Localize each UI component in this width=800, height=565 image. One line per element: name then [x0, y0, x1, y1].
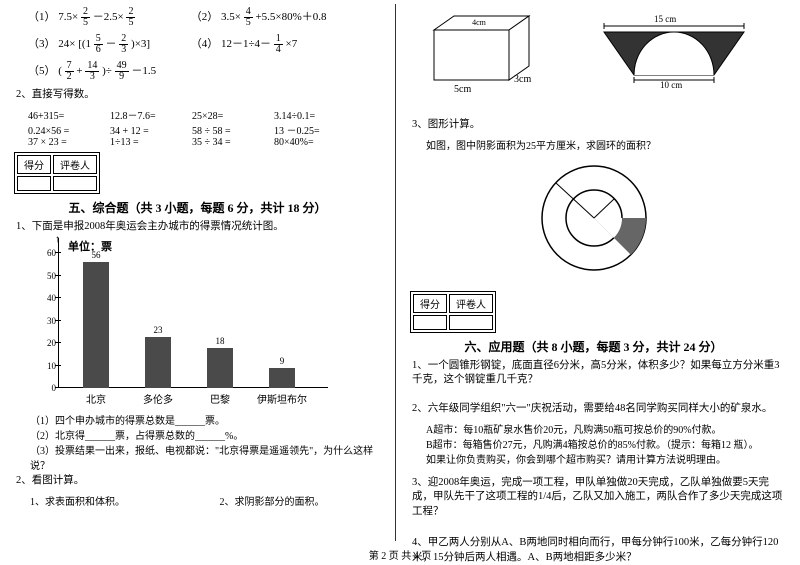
label: （4） [191, 38, 219, 50]
label: （5） [28, 65, 56, 77]
eq3: （3） 24× [(1 56 － 23 )×3] （4） 12－1÷4－ 14 … [28, 34, 387, 55]
label: （2） [191, 11, 219, 23]
aq4: 4、甲乙两人分别从A、B两地同时相向而行，甲每分钟行100米，乙每分钟行120米… [412, 536, 783, 565]
right-column: 4cm 5cm 3cm 15 cm 10 cm [396, 0, 791, 545]
aq2a: A超市：每10瓶矿泉水售价20元，凡购满50瓶可按总价的90%付款。 [426, 421, 783, 436]
q1: 1、下面是申报2008年奥运会主办城市的得票情况统计图。 [16, 220, 387, 235]
section-5-title: 五、综合题（共 3 小题，每题 6 分，共计 18 分） [8, 199, 387, 216]
q3: 3、图形计算。 [412, 118, 783, 133]
q2a: 1、求表面积和体积。 [30, 493, 198, 508]
aq1: 1、一个圆锥形钢锭，底面直径6分米，高5分米，体积多少？如果每立方分米重3千克，… [412, 359, 783, 388]
aq3: 3、迎2008年奥运，完成一项工程，甲队单独做20天完成，乙队单独做要5天完成，… [412, 476, 783, 520]
q1a: （1）四个申办城市的得票总数是______票。 [30, 412, 387, 427]
q1c: （3）投票结果一出来，报纸、电视都说："北京得票是遥遥领先"，为什么这样说？ [30, 442, 387, 472]
q2: 2、看图计算。 [16, 474, 387, 489]
mental-title: 2、直接写得数。 [16, 88, 387, 103]
q1b: （2）北京得______票，占得票总数的______%。 [30, 427, 387, 442]
trap-bottom: 10 cm [660, 80, 682, 90]
prism-w: 5cm [454, 84, 471, 95]
left-column: （1） 7.5× 25 －2.5× 25 （2） 3.5× 45 +5.5×80… [0, 0, 395, 545]
aq2c: 如果让你负责购买，你会到哪个超市购买？请用计算方法说明理由。 [426, 451, 783, 466]
aq2: 2、六年级同学组织"六一"庆祝活动，需要给48名同学购买同样大小的矿泉水。 [412, 402, 783, 417]
aq2b: B超市：每箱售价27元，凡购满4箱按总价的85%付款。（提示：每箱12 瓶）。 [426, 436, 783, 451]
q2b: 2、求阴影部分的面积。 [220, 493, 388, 508]
label: （1） [28, 11, 56, 23]
score-box-2: 得分评卷人 [410, 291, 496, 333]
bar-chart: ↑ 单位：票 010203040506056北京23多伦多18巴黎9伊斯坦布尔 [28, 238, 328, 408]
trap-top: 15 cm [654, 14, 676, 24]
prism-d: 3cm [514, 74, 531, 85]
eq1: （1） 7.5× 25 －2.5× 25 （2） 3.5× 45 +5.5×80… [28, 7, 387, 28]
label: （3） [28, 38, 56, 50]
score-box: 得分评卷人 [14, 152, 100, 194]
ring-figure [404, 158, 783, 281]
trapezoid-figure: 15 cm 10 cm [594, 20, 754, 100]
eq5: （5） ( 72 + 143 )÷ 499 －1.5 [28, 61, 387, 82]
mental-box: 46+315=12.8－7.6=25×28=3.14÷0.1=0.24×56 =… [8, 107, 387, 148]
q3-text: 如图，图中阴影面积为25平方厘米，求圆环的面积？ [426, 137, 783, 152]
prism-figure: 4cm 5cm 3cm [414, 10, 564, 100]
section-6-title: 六、应用题（共 8 小题，每题 3 分，共计 24 分） [404, 338, 783, 355]
prism-h: 4cm [472, 18, 487, 27]
